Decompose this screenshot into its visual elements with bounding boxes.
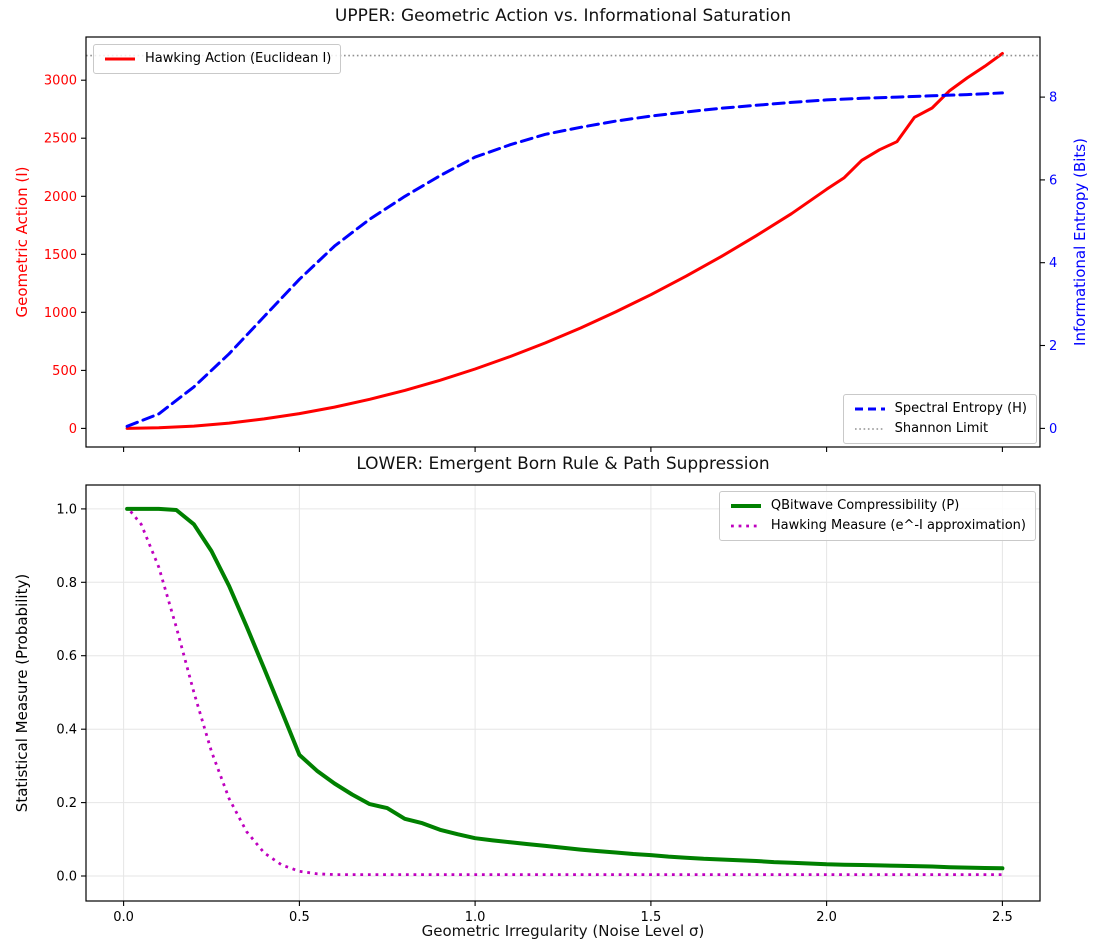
left-tick-label: 1500 (44, 248, 77, 263)
left-tick-label: 0.2 (56, 796, 77, 811)
legend-label: Shannon Limit (894, 421, 989, 436)
legend-swatch-shannon-limit (854, 428, 885, 430)
legend-label: Hawking Action (Euclidean I) (145, 51, 332, 66)
x-tick-label: 1.0 (465, 910, 486, 925)
left-tick-label: 500 (52, 364, 77, 379)
left-tick-label: 1000 (44, 306, 77, 321)
series-hawking-measure-e-i-approximation (129, 510, 1003, 876)
legend-upper-left: Hawking Action (Euclidean I) (93, 44, 342, 74)
plot-spines (85, 484, 1041, 902)
legend-swatch-hawking-measure-e-i-approximation (730, 524, 761, 528)
x-axis-label: Geometric Irregularity (Noise Level σ) (421, 922, 705, 940)
plot-spines (85, 36, 1041, 448)
legend-entry: Hawking Measure (e^-I approximation) (729, 516, 1026, 536)
left-tick-label: 0.4 (56, 723, 77, 738)
right-tick-label: 6 (1049, 173, 1057, 188)
right-tick-label: 0 (1049, 422, 1057, 437)
right-tick-label: 8 (1049, 91, 1057, 106)
left-tick-label: 2000 (44, 190, 77, 205)
left-tick-label: 2500 (44, 132, 77, 147)
legend-entry: QBitwave Compressibility (P) (729, 496, 1026, 516)
x-tick-label: 2.0 (816, 910, 837, 925)
legend-label: Spectral Entropy (H) (894, 401, 1027, 416)
right-tick-label: 2 (1049, 339, 1057, 354)
left-tick-label: 0 (69, 422, 77, 437)
left-tick-label: 0.0 (56, 870, 77, 885)
legend-upper-right: QBitwave Compressibility (P) Hawking Meas… (718, 491, 1036, 541)
x-tick-label: 0.5 (289, 910, 310, 925)
legend-entry: Hawking Action (Euclidean I) (103, 49, 331, 69)
x-tick-label: 1.5 (641, 910, 662, 925)
lower-chart-title: LOWER: Emergent Born Rule & Path Suppres… (356, 454, 770, 474)
series-spectral-entropy-h (125, 91, 1004, 428)
x-tick-label: 2.5 (992, 910, 1013, 925)
left-tick-label: 0.8 (56, 576, 77, 591)
upper-chart-title: UPPER: Geometric Action vs. Informationa… (334, 6, 792, 26)
legend-entry: Spectral Entropy (H) (853, 399, 1027, 419)
right-tick-label: 4 (1049, 256, 1057, 271)
legend-swatch-hawking-action-euclidean-i (105, 57, 135, 61)
legend-swatch-spectral-entropy-h (854, 407, 885, 411)
legend-label: QBitwave Compressibility (P) (770, 498, 960, 513)
legend-swatch-qbitwave-compressibility-p (730, 504, 761, 508)
series-hawking-action-euclidean-i (125, 52, 1004, 430)
left-tick-label: 3000 (44, 74, 77, 89)
x-tick-label: 0.0 (113, 910, 134, 925)
legend-label: Hawking Measure (e^-I approximation) (770, 518, 1026, 533)
series-qbitwave-compressibility-p (125, 506, 1005, 871)
legend-lower-right: Spectral Entropy (H) Shannon Limit (842, 394, 1037, 444)
left-tick-label: 1.0 (56, 502, 77, 517)
legend-entry: Shannon Limit (853, 419, 1027, 439)
left-tick-label: 0.6 (56, 649, 77, 664)
